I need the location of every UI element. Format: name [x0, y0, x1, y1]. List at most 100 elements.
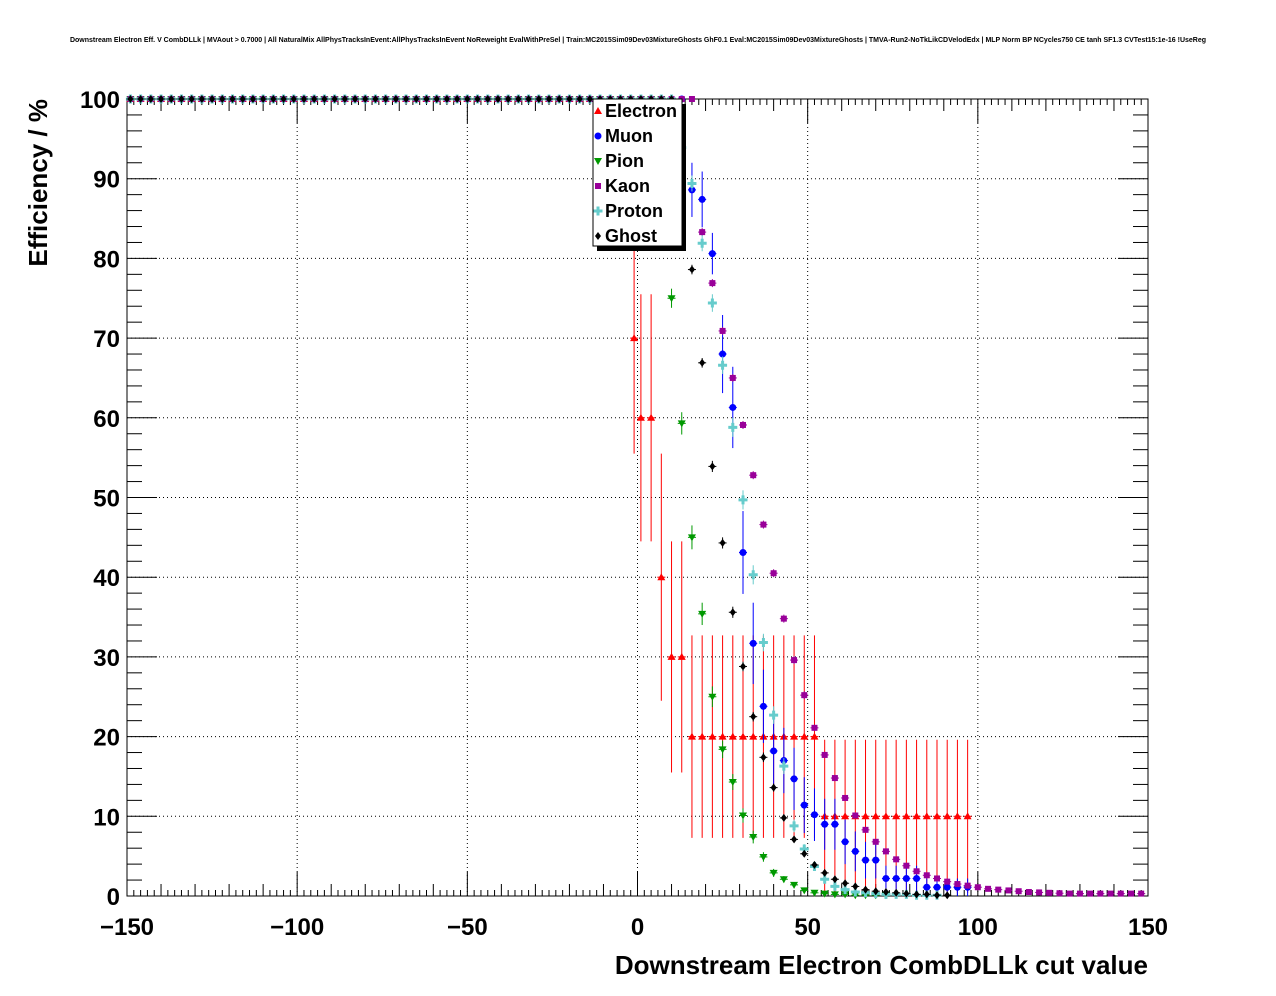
data-point [932, 812, 941, 820]
data-point [830, 891, 839, 899]
data-point [494, 95, 501, 103]
data-point [943, 812, 952, 820]
data-point [749, 732, 758, 740]
data-point [454, 95, 461, 103]
y-tick-label: 70 [93, 326, 120, 353]
data-point [811, 860, 818, 869]
data-point [922, 812, 931, 820]
data-point [464, 95, 471, 103]
data-point [362, 95, 369, 103]
data-point [127, 95, 134, 103]
data-point [830, 881, 840, 891]
data-point [780, 813, 787, 822]
data-point [801, 692, 808, 699]
data-point [810, 732, 819, 740]
data-point [759, 702, 767, 710]
data-point [535, 95, 542, 103]
data-point [249, 95, 256, 103]
data-point [728, 732, 737, 740]
series-layer [125, 94, 1146, 900]
data-point [821, 868, 828, 877]
data-point [759, 853, 768, 861]
data-point [842, 794, 849, 801]
y-tick-label: 10 [93, 804, 120, 831]
y-tick-label: 80 [93, 246, 120, 273]
data-point [1097, 890, 1104, 897]
data-point [913, 868, 920, 875]
data-point [769, 869, 778, 877]
data-point [749, 834, 758, 842]
x-tick-label: 150 [1128, 914, 1168, 941]
data-point [862, 885, 869, 894]
data-point [800, 887, 809, 895]
data-point [728, 779, 737, 787]
y-tick-label: 90 [93, 167, 120, 194]
data-point [872, 856, 880, 864]
data-point [790, 775, 798, 783]
data-point [760, 753, 767, 762]
data-point [687, 178, 697, 188]
data-point [688, 96, 695, 102]
data-point [321, 95, 328, 103]
data-point [811, 724, 818, 731]
data-point [636, 413, 645, 421]
data-point [372, 95, 379, 103]
data-point [799, 844, 809, 854]
data-point [769, 710, 779, 720]
legend-label-kaon: Kaon [605, 176, 650, 196]
x-axis-title: Downstream Electron CombDLLk cut value [615, 950, 1148, 980]
data-point [985, 885, 992, 892]
data-point [850, 887, 860, 897]
series-electron [126, 95, 972, 893]
data-point [147, 95, 154, 103]
data-point [729, 403, 737, 411]
data-point [566, 95, 573, 103]
data-point [474, 95, 481, 103]
data-point [851, 847, 859, 855]
data-point [1046, 889, 1053, 896]
data-point [923, 872, 930, 879]
data-point [821, 820, 829, 828]
data-point [341, 95, 348, 103]
data-point [923, 883, 931, 891]
data-point [881, 812, 890, 820]
data-point [739, 548, 747, 556]
data-point [382, 95, 389, 103]
data-point [688, 265, 695, 274]
data-point [954, 881, 961, 888]
data-point [667, 295, 676, 303]
data-point [995, 886, 1002, 893]
y-tick-label: 60 [93, 406, 120, 433]
data-point [729, 374, 736, 381]
x-tick-label: −100 [270, 914, 324, 941]
data-point [687, 732, 696, 740]
x-tick-label: −150 [100, 914, 154, 941]
data-point [749, 639, 757, 647]
data-point [1087, 890, 1094, 897]
data-point [331, 95, 338, 103]
data-point [913, 890, 920, 899]
data-point [657, 573, 666, 581]
data-point [790, 732, 799, 740]
data-point [882, 888, 889, 897]
data-point [902, 812, 911, 820]
data-point [893, 888, 900, 897]
data-point [810, 811, 818, 819]
data-point [576, 95, 583, 103]
data-point [586, 95, 593, 103]
data-point [718, 746, 727, 754]
data-point [953, 812, 962, 820]
legend-marker-electron [594, 107, 602, 114]
data-point [392, 95, 399, 103]
data-point [964, 882, 971, 889]
data-point [739, 812, 748, 820]
data-point [168, 95, 175, 103]
data-point [903, 889, 910, 898]
data-point [229, 95, 236, 103]
data-point [1005, 887, 1012, 894]
data-point [198, 95, 205, 103]
data-point [770, 747, 778, 755]
legend-box [592, 98, 683, 247]
data-point [505, 95, 512, 103]
